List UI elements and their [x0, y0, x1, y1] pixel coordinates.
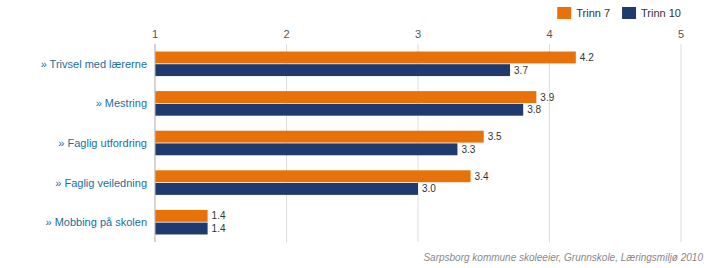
y-tick-label: » Trivsel med lærerne [41, 58, 147, 70]
legend-label: Trinn 7 [576, 7, 610, 19]
x-tick-label: 5 [678, 28, 684, 40]
x-tick-label: 4 [546, 28, 552, 40]
data-label: 3.3 [461, 144, 475, 155]
data-label: 3.0 [422, 183, 436, 194]
bar [155, 143, 457, 155]
footnote: Sarpsborg kommune skoleeier, Grunnskole,… [423, 252, 703, 263]
bar [155, 91, 536, 103]
bars [155, 52, 576, 235]
bar [155, 131, 484, 143]
data-label: 3.9 [540, 92, 554, 103]
grid-line [549, 44, 550, 242]
data-label: 3.5 [488, 131, 502, 142]
grid [155, 44, 681, 242]
bar [155, 183, 418, 195]
y-tick-label: » Mobbing på skolen [45, 216, 147, 228]
legend-swatch [622, 7, 636, 19]
chart: 1 2 3 4 5 4.2 3.9 3.5 3.4 1.4 3.7 3.8 3.3 3.0 1.4 » Tri… [0, 0, 711, 268]
y-tick-label: » Mestring [96, 97, 147, 109]
bar [155, 64, 510, 76]
data-label: 3.4 [475, 171, 489, 182]
x-tick-label: 3 [415, 28, 421, 40]
legend: Trinn 7 Trinn 10 [557, 7, 681, 19]
data-label: 3.8 [527, 104, 541, 115]
data-label: 4.2 [580, 52, 594, 63]
y-tick-label: » Faglig veiledning [55, 177, 147, 189]
y-axis-line [155, 44, 156, 242]
data-label: 3.7 [514, 65, 528, 76]
legend-label: Trinn 10 [641, 7, 681, 19]
bar [155, 104, 523, 116]
y-tick-label: » Faglig utfordring [58, 137, 147, 149]
bar [155, 210, 208, 222]
grid-line [155, 44, 156, 242]
chart-container: 1 2 3 4 5 4.2 3.9 3.5 3.4 1.4 3.7 3.8 3.3 3.0 1.4 » Tri… [0, 0, 711, 268]
legend-swatch [557, 7, 571, 19]
bar [155, 170, 471, 182]
bar [155, 52, 576, 64]
data-label: 1.4 [212, 223, 226, 234]
x-tick-label: 1 [152, 28, 158, 40]
grid-line [681, 44, 682, 242]
data-labels: 4.2 3.9 3.5 3.4 1.4 3.7 3.8 3.3 3.0 1.4 [212, 52, 595, 234]
x-tick-label: 2 [283, 28, 289, 40]
bar [155, 223, 208, 235]
data-label: 1.4 [212, 210, 226, 221]
